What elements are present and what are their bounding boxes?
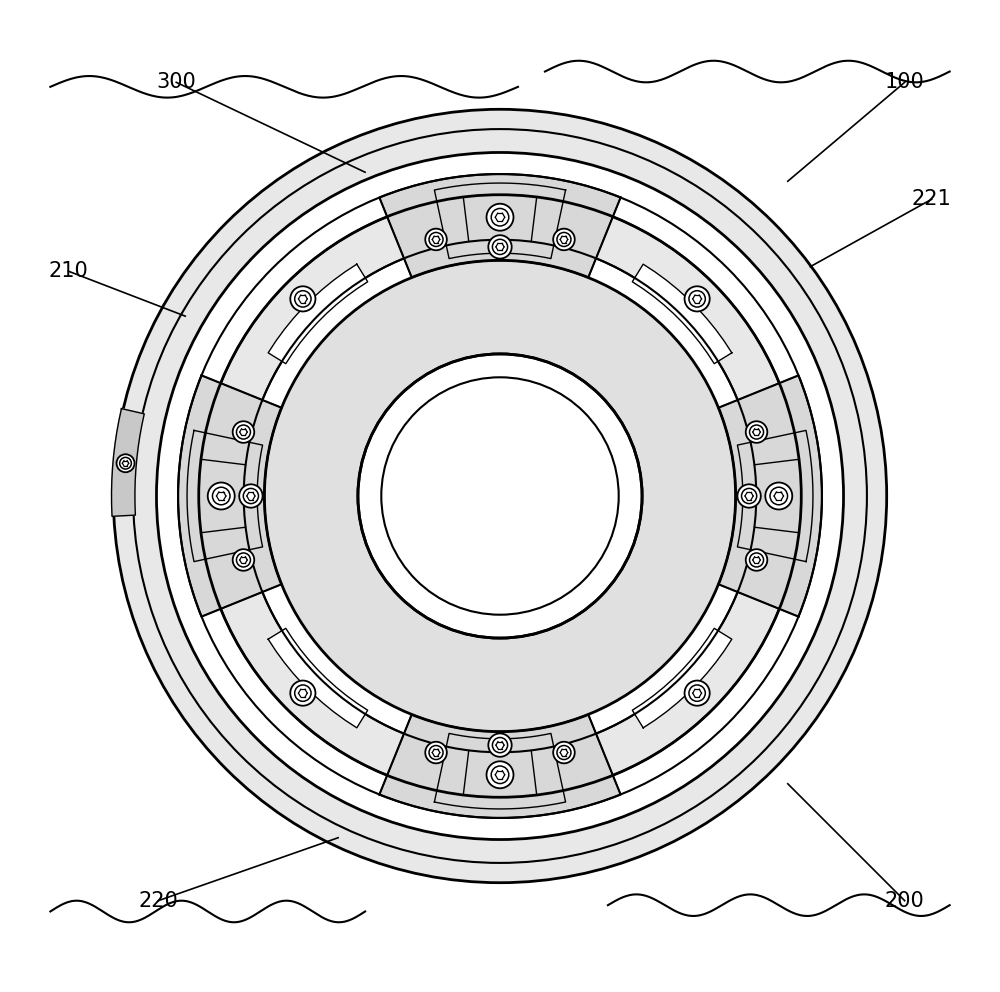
Polygon shape: [268, 628, 368, 728]
Circle shape: [358, 354, 642, 638]
Polygon shape: [264, 260, 736, 732]
Text: 210: 210: [48, 261, 88, 281]
Circle shape: [236, 425, 250, 439]
Text: 200: 200: [885, 891, 925, 911]
Polygon shape: [531, 527, 799, 795]
Circle shape: [212, 487, 230, 505]
Polygon shape: [268, 264, 368, 364]
Text: 100: 100: [885, 72, 925, 92]
Circle shape: [685, 287, 710, 311]
Polygon shape: [178, 375, 282, 617]
Polygon shape: [112, 409, 144, 516]
Circle shape: [425, 229, 447, 250]
Polygon shape: [201, 197, 469, 465]
Circle shape: [233, 550, 254, 570]
Circle shape: [742, 488, 757, 504]
Circle shape: [492, 737, 508, 753]
Circle shape: [689, 291, 705, 308]
Circle shape: [750, 553, 764, 567]
Circle shape: [239, 484, 263, 508]
Polygon shape: [201, 527, 469, 795]
Circle shape: [746, 550, 767, 570]
Circle shape: [491, 208, 509, 226]
Circle shape: [488, 235, 512, 259]
Polygon shape: [632, 264, 732, 364]
Polygon shape: [718, 375, 822, 617]
Polygon shape: [113, 109, 887, 883]
Circle shape: [290, 681, 315, 705]
Circle shape: [488, 733, 512, 757]
Circle shape: [117, 454, 135, 472]
Circle shape: [236, 553, 250, 567]
Circle shape: [290, 287, 315, 311]
Circle shape: [746, 422, 767, 442]
Polygon shape: [531, 197, 799, 465]
Circle shape: [381, 377, 619, 615]
Polygon shape: [379, 174, 621, 278]
Text: 220: 220: [138, 891, 178, 911]
Circle shape: [492, 239, 508, 255]
Polygon shape: [632, 628, 732, 728]
Circle shape: [233, 422, 254, 442]
Circle shape: [765, 482, 792, 510]
Circle shape: [553, 742, 575, 763]
Circle shape: [557, 232, 571, 246]
Circle shape: [553, 229, 575, 250]
Circle shape: [689, 684, 705, 701]
Circle shape: [737, 484, 761, 508]
Text: 300: 300: [156, 72, 196, 92]
Circle shape: [243, 488, 258, 504]
Circle shape: [750, 425, 764, 439]
Circle shape: [429, 232, 443, 246]
Circle shape: [429, 746, 443, 760]
Circle shape: [425, 742, 447, 763]
Circle shape: [770, 487, 788, 505]
Circle shape: [208, 482, 235, 510]
Polygon shape: [156, 153, 844, 839]
Polygon shape: [379, 714, 621, 818]
Circle shape: [120, 457, 131, 469]
Circle shape: [295, 291, 311, 308]
Circle shape: [491, 766, 509, 784]
Circle shape: [487, 761, 513, 789]
Text: 221: 221: [912, 189, 952, 209]
Circle shape: [557, 746, 571, 760]
Circle shape: [295, 684, 311, 701]
Circle shape: [487, 203, 513, 231]
Circle shape: [685, 681, 710, 705]
